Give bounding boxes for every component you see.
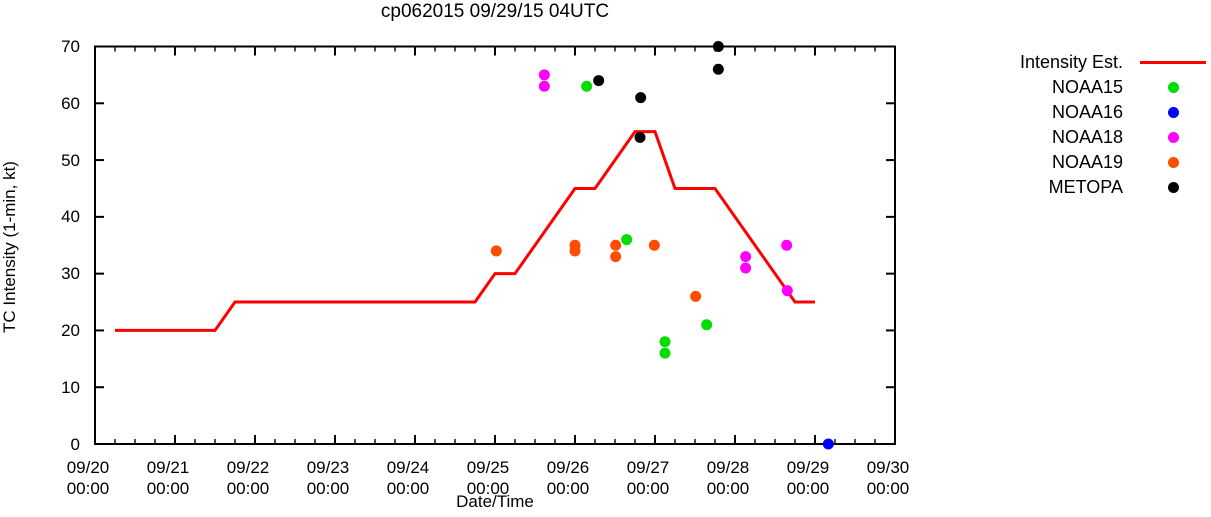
data-point-noaa16 — [822, 438, 834, 450]
data-point-noaa19 — [648, 239, 660, 251]
legend-item-noaa16: NOAA16 — [933, 100, 1206, 125]
data-point-noaa19 — [490, 245, 502, 257]
x-tick-date: 09/23 — [306, 458, 350, 477]
y-tick-label: 30 — [61, 264, 80, 284]
data-point-metopa — [712, 63, 724, 75]
legend-marker — [1140, 82, 1206, 94]
legend-dot-icon — [1167, 107, 1179, 118]
x-tick-label: 09/24 00:00 — [361, 457, 455, 499]
x-tick-date: 09/30 — [866, 458, 910, 477]
data-point-metopa — [593, 75, 605, 87]
data-point-noaa18 — [740, 262, 752, 274]
data-point-noaa18 — [538, 80, 550, 92]
x-axis-label: Date/Time — [456, 492, 534, 511]
x-tick-time: 00:00 — [466, 479, 510, 498]
legend-marker — [1140, 107, 1206, 119]
data-point-metopa — [634, 131, 646, 143]
legend-dot-icon — [1167, 157, 1179, 168]
legend-label: NOAA18 — [1051, 127, 1123, 147]
legend-label: Intensity Est. — [1019, 52, 1123, 72]
data-point-metopa — [635, 92, 647, 104]
legend-marker — [1140, 57, 1206, 69]
legend-label: NOAA15 — [1051, 77, 1123, 97]
legend-item-metopa: METOPA — [933, 175, 1206, 200]
x-tick-time: 00:00 — [706, 479, 750, 498]
legend-label: NOAA19 — [1051, 152, 1123, 172]
y-tick-label: 20 — [61, 320, 80, 340]
x-tick-time: 00:00 — [386, 479, 430, 498]
x-tick-time: 00:00 — [546, 479, 590, 498]
y-tick-label: 0 — [70, 434, 80, 454]
legend: Intensity Est. NOAA15 NOAA16 NOAA18 NOAA19 ME… — [933, 50, 1206, 200]
x-tick-date: 09/28 — [706, 458, 750, 477]
data-point-noaa19 — [610, 251, 622, 263]
y-tick-label: 40 — [61, 207, 80, 227]
x-tick-date: 09/26 — [546, 458, 590, 477]
x-tick-label: 09/27 00:00 — [601, 457, 695, 499]
x-tick-label: 09/26 00:00 — [521, 457, 615, 499]
x-tick-label: 09/29 00:00 — [761, 457, 855, 499]
y-tick-label: 70 — [61, 37, 80, 56]
plot-border — [94, 45, 896, 445]
y-tick-label: 60 — [61, 93, 80, 113]
data-point-noaa18 — [740, 251, 752, 263]
x-tick-date: 09/21 — [146, 458, 190, 477]
y-tick-label: 10 — [61, 377, 80, 397]
data-point-noaa15 — [659, 336, 671, 348]
intensity-line — [115, 130, 815, 332]
legend-marker — [1140, 157, 1206, 169]
data-point-noaa18 — [538, 69, 550, 81]
x-tick-label: 09/20 00:00 — [41, 457, 135, 499]
x-tick-time: 00:00 — [226, 479, 270, 498]
legend-item-noaa19: NOAA19 — [933, 150, 1206, 175]
x-tick-label: 09/21 00:00 — [121, 457, 215, 499]
data-point-noaa19 — [569, 245, 581, 257]
data-point-noaa18 — [781, 285, 793, 297]
legend-marker — [1140, 182, 1206, 194]
legend-label: NOAA16 — [1051, 102, 1123, 122]
legend-item-noaa18: NOAA18 — [933, 125, 1206, 150]
x-tick-date: 09/20 — [66, 458, 110, 477]
x-tick-date: 09/24 — [386, 458, 430, 477]
data-point-metopa — [712, 41, 724, 52]
x-tick-label: 09/22 00:00 — [201, 457, 295, 499]
x-tick-time: 00:00 — [146, 479, 190, 498]
legend-marker — [1140, 132, 1206, 144]
legend-item-intensity-est-: Intensity Est. — [933, 50, 1206, 75]
x-tick-time: 00:00 — [306, 479, 350, 498]
data-point-noaa19 — [690, 290, 702, 302]
y-axis-label: TC Intensity (1-min, kt) — [0, 161, 19, 333]
data-point-noaa15 — [701, 319, 713, 331]
x-tick-label: 09/23 00:00 — [281, 457, 375, 499]
x-tick-time: 00:00 — [66, 479, 110, 498]
data-point-noaa15 — [581, 80, 593, 92]
x-tick-time: 00:00 — [866, 479, 910, 498]
x-tick-date: 09/22 — [226, 458, 270, 477]
x-tick-label: 09/28 00:00 — [681, 457, 775, 499]
x-tick-time: 00:00 — [626, 479, 670, 498]
x-tick-date: 09/27 — [626, 458, 670, 477]
chart-title: cp062015 09/29/15 04UTC — [380, 1, 610, 22]
data-point-noaa19 — [610, 239, 622, 251]
legend-item-noaa15: NOAA15 — [933, 75, 1206, 100]
legend-dot-icon — [1167, 182, 1179, 193]
x-tick-label: 09/25 00:00 — [441, 457, 535, 499]
x-tick-date: 09/29 — [786, 458, 830, 477]
y-tick-label: 50 — [61, 150, 80, 170]
x-tick-label: 09/30 00:00 — [841, 457, 935, 499]
data-point-noaa15 — [659, 347, 671, 359]
data-point-noaa18 — [781, 239, 793, 251]
x-tick-time: 00:00 — [786, 479, 830, 498]
legend-label: METOPA — [1048, 177, 1123, 197]
x-tick-date: 09/25 — [466, 458, 510, 477]
legend-dot-icon — [1167, 132, 1179, 143]
legend-line-sample-icon — [1140, 61, 1206, 64]
legend-dot-icon — [1167, 82, 1179, 93]
data-point-noaa15 — [621, 234, 633, 246]
